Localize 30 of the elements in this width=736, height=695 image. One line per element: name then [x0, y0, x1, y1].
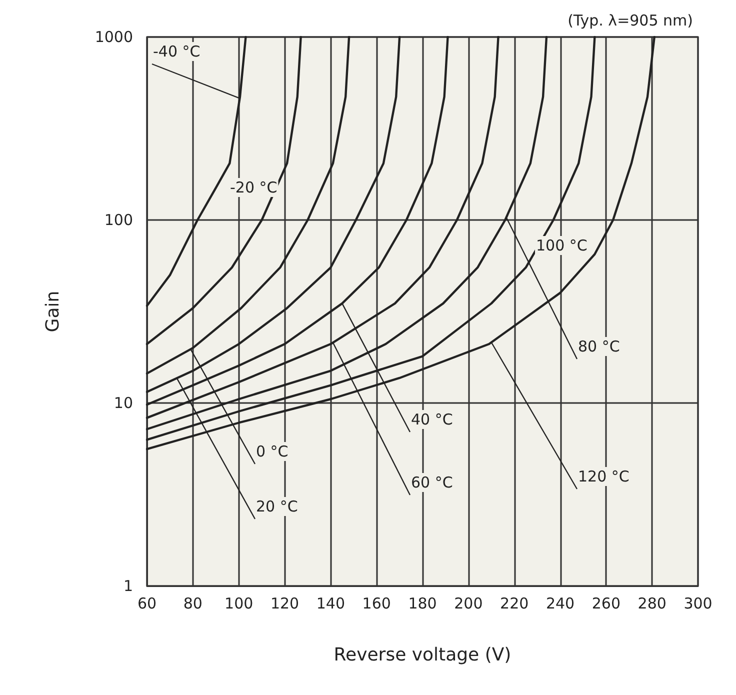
x-tick-label: 220 [500, 594, 529, 612]
x-tick-label: 140 [316, 594, 345, 612]
text: 0 °C [256, 442, 288, 460]
x-tick-label: 60 [137, 594, 157, 612]
x-axis-title: Reverse voltage (V) [334, 644, 512, 666]
y-tick-label: 1000 [94, 28, 133, 46]
text: -40 °C [153, 42, 200, 60]
x-tick-label: 200 [454, 594, 483, 612]
text: 80 °C [578, 338, 620, 356]
line-series [146, 36, 302, 346]
series-label: -20 °C [230, 178, 278, 196]
y-axis-title: Gain [42, 290, 64, 332]
x-tick-label: 280 [638, 594, 666, 612]
chart-subtitle: (Typ. λ=905 nm) [568, 12, 694, 30]
x-tick-label: 100 [224, 594, 254, 612]
text: 60 °C [411, 474, 453, 492]
x-tick-label: 260 [592, 594, 620, 612]
y-tick-label: 10 [114, 394, 133, 412]
series-label: 100 °C [536, 236, 588, 254]
x-tick-label: 240 [546, 594, 575, 612]
x-tick-label: 120 [270, 594, 300, 612]
text: 40 °C [411, 410, 453, 428]
y-tick-label: 1 [123, 577, 133, 595]
y-tick-label: 100 [104, 211, 133, 229]
x-tick-label: 180 [408, 594, 437, 612]
text: 120 °C [578, 468, 630, 486]
x-tick-label: 80 [183, 594, 202, 612]
x-tick-label: 160 [362, 594, 391, 612]
x-tick-label: 300 [684, 594, 712, 612]
text: 20 °C [256, 498, 298, 516]
